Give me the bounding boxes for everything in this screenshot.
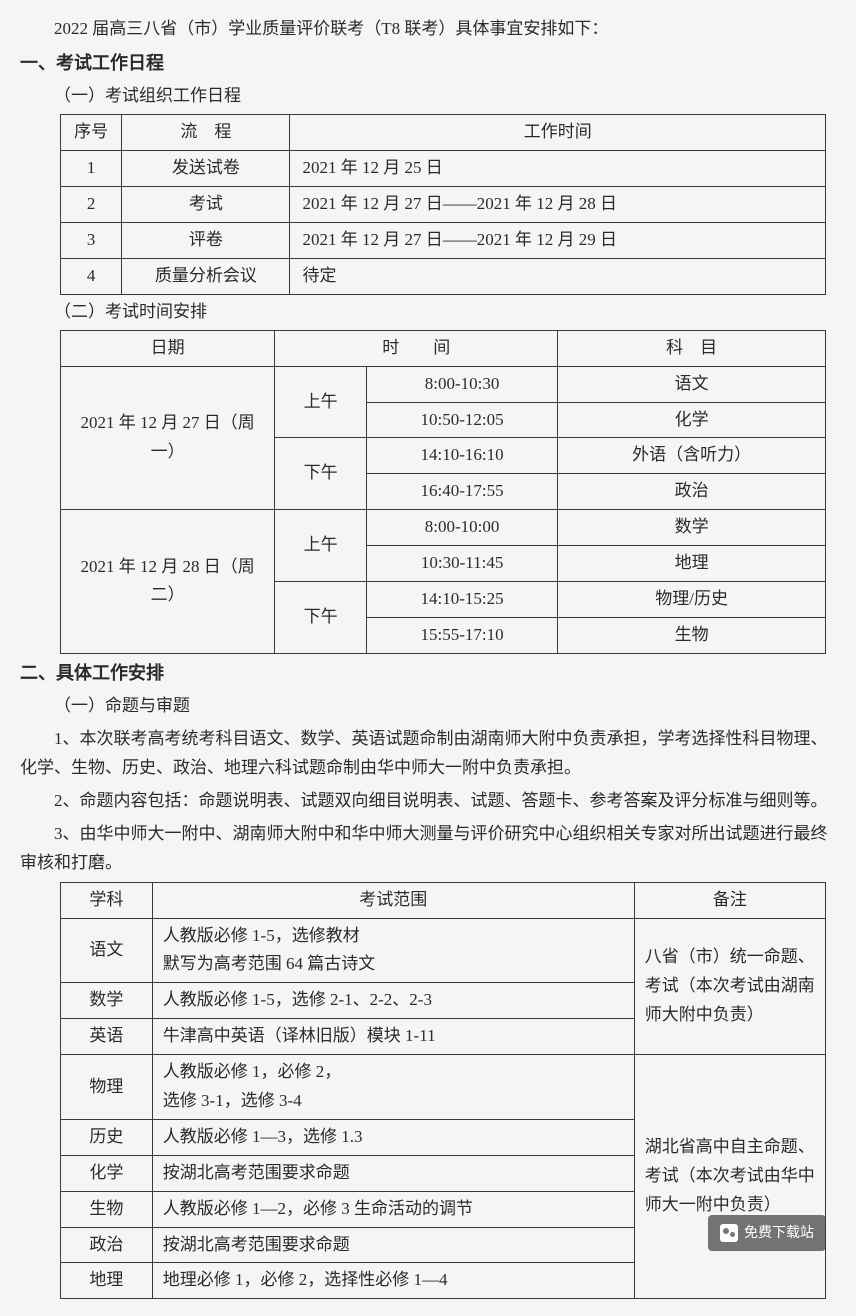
wechat-icon xyxy=(720,1224,738,1242)
cell-subject: 历史 xyxy=(61,1119,153,1155)
cell-scope: 人教版必修 1—3，选修 1.3 xyxy=(152,1119,634,1155)
cell-subject: 政治 xyxy=(558,474,826,510)
cell-time: 10:50-12:05 xyxy=(366,402,557,438)
cell-subject: 生物 xyxy=(61,1191,153,1227)
cell-period: 上午 xyxy=(275,510,367,582)
cell-subject: 地理 xyxy=(61,1263,153,1299)
table-row: 1 发送试卷 2021 年 12 月 25 日 xyxy=(61,151,826,187)
cell-step: 考试 xyxy=(122,187,290,223)
cell-no: 1 xyxy=(61,151,122,187)
cell-step: 质量分析会议 xyxy=(122,258,290,294)
cell-subject: 物理 xyxy=(61,1055,153,1120)
cell-no: 4 xyxy=(61,258,122,294)
header-subject: 学科 xyxy=(61,882,153,918)
header-no: 序号 xyxy=(61,115,122,151)
cell-period: 下午 xyxy=(275,581,367,653)
cell-subject: 语文 xyxy=(558,366,826,402)
table-row: 2021 年 12 月 27 日（周一） 上午 8:00-10:30 语文 xyxy=(61,366,826,402)
cell-no: 3 xyxy=(61,223,122,259)
cell-time: 10:30-11:45 xyxy=(366,546,557,582)
cell-step: 评卷 xyxy=(122,223,290,259)
table-header-row: 学科 考试范围 备注 xyxy=(61,882,826,918)
header-time: 时 间 xyxy=(275,330,558,366)
cell-scope: 按湖北高考范围要求命题 xyxy=(152,1155,634,1191)
cell-subject: 物理/历史 xyxy=(558,581,826,617)
intro-text: 2022 届高三八省（市）学业质量评价联考（T8 联考）具体事宜安排如下： xyxy=(20,15,836,44)
table-row: 2 考试 2021 年 12 月 27 日——2021 年 12 月 28 日 xyxy=(61,187,826,223)
header-scope: 考试范围 xyxy=(152,882,634,918)
cell-subject: 外语（含听力） xyxy=(558,438,826,474)
cell-time: 15:55-17:10 xyxy=(366,617,557,653)
para2: 2、命题内容包括：命题说明表、试题双向细目说明表、试题、答题卡、参考答案及评分标… xyxy=(20,787,836,816)
table-header-row: 日期 时 间 科 目 xyxy=(61,330,826,366)
cell-scope: 按湖北高考范围要求命题 xyxy=(152,1227,634,1263)
section1-title: 一、考试工作日程 xyxy=(20,48,836,79)
cell-subject: 数学 xyxy=(558,510,826,546)
cell-scope: 牛津高中英语（译林旧版）模块 1-11 xyxy=(152,1019,634,1055)
cell-time: 8:00-10:00 xyxy=(366,510,557,546)
section2-title: 二、具体工作安排 xyxy=(20,658,836,689)
table-row: 物理 人教版必修 1，必修 2，选修 3-1，选修 3-4 湖北省高中自主命题、… xyxy=(61,1055,826,1120)
cell-time: 14:10-16:10 xyxy=(366,438,557,474)
cell-period: 上午 xyxy=(275,366,367,438)
cell-no: 2 xyxy=(61,187,122,223)
cell-subject: 地理 xyxy=(558,546,826,582)
cell-time: 16:40-17:55 xyxy=(366,474,557,510)
cell-subject: 化学 xyxy=(61,1155,153,1191)
section2-sub1-title: （一）命题与审题 xyxy=(20,692,836,721)
header-time: 工作时间 xyxy=(290,115,826,151)
table-row: 3 评卷 2021 年 12 月 27 日——2021 年 12 月 29 日 xyxy=(61,223,826,259)
wechat-badge[interactable]: 免费下载站 xyxy=(708,1215,826,1251)
cell-time: 8:00-10:30 xyxy=(366,366,557,402)
cell-subject: 生物 xyxy=(558,617,826,653)
exam-time-table: 日期 时 间 科 目 2021 年 12 月 27 日（周一） 上午 8:00-… xyxy=(60,330,826,654)
cell-scope: 人教版必修 1—2，必修 3 生命活动的调节 xyxy=(152,1191,634,1227)
cell-date: 2021 年 12 月 28 日（周二） xyxy=(61,510,275,654)
cell-time: 2021 年 12 月 27 日——2021 年 12 月 28 日 xyxy=(290,187,826,223)
header-date: 日期 xyxy=(61,330,275,366)
cell-subject: 英语 xyxy=(61,1019,153,1055)
cell-note: 湖北省高中自主命题、考试（本次考试由华中师大一附中负责） xyxy=(634,1055,825,1299)
header-note: 备注 xyxy=(634,882,825,918)
cell-subject: 语文 xyxy=(61,918,153,983)
cell-time: 待定 xyxy=(290,258,826,294)
badge-text: 免费下载站 xyxy=(744,1221,814,1245)
table-row: 语文 人教版必修 1-5，选修教材默写为高考范围 64 篇古诗文 八省（市）统一… xyxy=(61,918,826,983)
cell-subject: 政治 xyxy=(61,1227,153,1263)
cell-scope: 人教版必修 1-5，选修教材默写为高考范围 64 篇古诗文 xyxy=(152,918,634,983)
table-header-row: 序号 流 程 工作时间 xyxy=(61,115,826,151)
cell-scope: 地理必修 1，必修 2，选择性必修 1—4 xyxy=(152,1263,634,1299)
cell-scope: 人教版必修 1，必修 2，选修 3-1，选修 3-4 xyxy=(152,1055,634,1120)
table-row: 4 质量分析会议 待定 xyxy=(61,258,826,294)
cell-subject: 化学 xyxy=(558,402,826,438)
cell-step: 发送试卷 xyxy=(122,151,290,187)
cell-scope: 人教版必修 1-5，选修 2-1、2-2、2-3 xyxy=(152,983,634,1019)
cell-time: 14:10-15:25 xyxy=(366,581,557,617)
header-subject: 科 目 xyxy=(558,330,826,366)
section1-sub1-title: （一）考试组织工作日程 xyxy=(20,82,836,111)
schedule-table: 序号 流 程 工作时间 1 发送试卷 2021 年 12 月 25 日 2 考试… xyxy=(60,114,826,294)
cell-date: 2021 年 12 月 27 日（周一） xyxy=(61,366,275,510)
section1-sub2-title: （二）考试时间安排 xyxy=(20,298,836,327)
para1: 1、本次联考高考统考科目语文、数学、英语试题命制由湖南师大附中负责承担，学考选择… xyxy=(20,725,836,783)
cell-period: 下午 xyxy=(275,438,367,510)
cell-time: 2021 年 12 月 27 日——2021 年 12 月 29 日 xyxy=(290,223,826,259)
para3: 3、由华中师大一附中、湖南师大附中和华中师大测量与评价研究中心组织相关专家对所出… xyxy=(20,820,836,878)
cell-time: 2021 年 12 月 25 日 xyxy=(290,151,826,187)
cell-note: 八省（市）统一命题、考试（本次考试由湖南师大附中负责） xyxy=(634,918,825,1055)
table-row: 2021 年 12 月 28 日（周二） 上午 8:00-10:00 数学 xyxy=(61,510,826,546)
header-step: 流 程 xyxy=(122,115,290,151)
cell-subject: 数学 xyxy=(61,983,153,1019)
